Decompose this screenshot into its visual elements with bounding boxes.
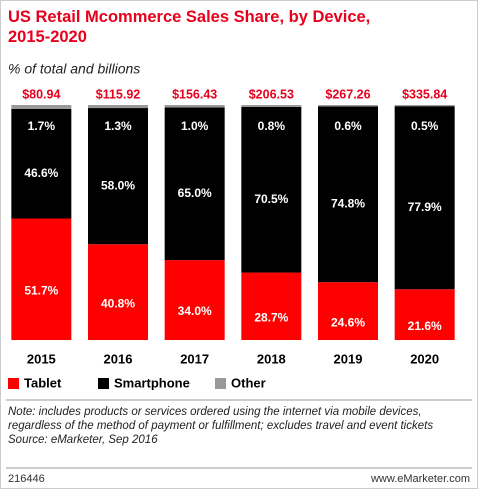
legend-swatch (98, 378, 109, 389)
x-tick-label: 2018 (257, 351, 286, 366)
bar-segment (11, 105, 72, 109)
bar-segment (241, 105, 302, 107)
total-label: $156.43 (172, 87, 217, 101)
total-label: $267.26 (325, 87, 370, 101)
data-label: 0.5% (411, 119, 439, 133)
bar-segment (164, 107, 225, 261)
data-label: 58.0% (101, 178, 135, 192)
bar-segment (394, 289, 455, 340)
bar-segment (318, 106, 378, 283)
data-label: 0.6% (334, 119, 362, 133)
data-label: 40.8% (101, 296, 135, 310)
bar-segment (164, 105, 225, 108)
total-label: $206.53 (249, 87, 294, 101)
chart-subtitle: % of total and billions (8, 61, 140, 77)
bar-segment (11, 218, 72, 340)
data-label: 77.9% (408, 200, 442, 214)
data-label: 65.0% (178, 186, 212, 200)
data-label: 51.7% (24, 283, 58, 297)
notes: Note: includes products or services orde… (8, 405, 470, 447)
legend-swatch (8, 378, 19, 389)
x-tick-label: 2017 (180, 351, 209, 366)
bar-segment (88, 108, 148, 245)
data-label: 1.0% (181, 119, 209, 133)
data-label: 1.3% (104, 119, 132, 133)
legend-label: Smartphone (114, 375, 190, 390)
bar-segment (318, 105, 378, 107)
bar-segment (88, 244, 148, 340)
bar-segment (164, 260, 225, 340)
chart-title: US Retail Mcommerce Sales Share, by Devi… (8, 8, 370, 46)
data-label: 21.6% (408, 319, 442, 333)
data-label: 70.5% (254, 192, 288, 206)
data-label: 46.6% (24, 166, 58, 180)
x-tick-label: 2020 (410, 351, 439, 366)
x-tick-label: 2016 (104, 351, 133, 366)
data-label: 74.8% (331, 196, 365, 210)
x-tick-label: 2019 (334, 351, 363, 366)
total-label: $80.94 (22, 87, 60, 101)
legend-label: Tablet (24, 375, 62, 390)
bar-segment (88, 105, 148, 109)
note: Note: includes products or services orde… (8, 406, 434, 432)
source: Source: eMarketer, Sep 2016 (8, 434, 158, 446)
data-label: 1.7% (28, 119, 56, 133)
chart-id: 216446 (8, 473, 45, 485)
bar-segment (394, 106, 455, 290)
legend-swatch (215, 378, 226, 389)
total-label: $335.84 (402, 87, 447, 101)
data-label: 0.8% (258, 119, 286, 133)
data-label: 28.7% (254, 310, 288, 324)
bar-segment (394, 105, 455, 107)
total-label: $115.92 (96, 87, 141, 101)
bar-segment (318, 282, 378, 340)
data-label: 24.6% (331, 315, 365, 329)
legend-label: Other (231, 375, 266, 390)
bar-segment (241, 272, 302, 340)
data-label: 34.0% (178, 304, 212, 318)
x-tick-label: 2015 (27, 351, 56, 366)
website: www.eMarketer.com (370, 473, 470, 485)
bar-segment (11, 108, 72, 219)
bar-segment (241, 106, 302, 273)
